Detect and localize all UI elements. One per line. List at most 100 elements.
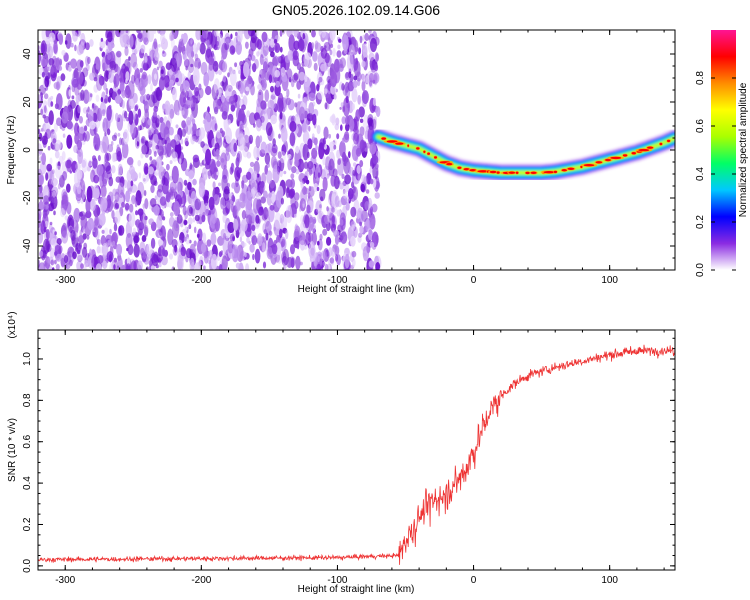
noise-blob [220,197,226,210]
noise-blob [136,30,142,34]
noise-blob [368,72,375,83]
noise-blob [305,179,310,185]
noise-blob [238,108,245,125]
noise-blob [239,123,244,132]
noise-blob [158,262,162,268]
noise-blob [260,100,267,110]
noise-blob [89,120,96,130]
noise-blob [220,197,226,206]
noise-blob [300,214,306,224]
noise-blob [283,170,287,175]
noise-blob [225,127,233,144]
noise-blob [259,135,263,143]
noise-blob [216,171,220,176]
noise-blob [153,150,157,157]
noise-blob [89,248,93,257]
noise-blob [43,105,47,114]
noise-blob [194,198,201,211]
noise-blob [123,129,129,145]
noise-blob [153,205,160,216]
noise-blob [276,97,283,113]
noise-blob [331,248,336,258]
noise-blob [369,37,378,53]
noise-blob [53,41,58,54]
noise-blob [311,30,316,38]
noise-blob [245,263,250,270]
noise-blob [341,173,345,179]
spectrogram-y-tick-label: 40 [22,48,33,60]
noise-blob [47,45,54,59]
noise-blob [297,93,301,99]
noise-blob [106,128,111,136]
noise-blob [184,58,190,68]
noise-blob [172,87,177,101]
noise-blob [103,227,109,236]
noise-blob [367,117,374,126]
noise-blob [121,141,129,159]
noise-blob [113,223,118,232]
noise-blob [236,65,241,71]
noise-blob [317,91,324,100]
noise-blob [302,143,309,161]
noise-blob [60,207,66,218]
noise-blob [326,206,329,212]
ridge-peak [416,147,420,150]
noise-blob [335,117,340,126]
noise-blob [303,214,310,226]
noise-blob [273,38,278,44]
noise-blob [192,67,200,86]
noise-blob [170,186,175,197]
noise-blob [207,56,215,66]
noise-blob [67,66,72,72]
noise-blob [216,89,219,97]
noise-blob [271,144,278,154]
noise-blob [345,202,350,211]
snr-x-tick-label: -300 [55,575,75,586]
noise-blob [72,251,77,260]
noise-blob [369,178,374,185]
noise-blob [217,235,225,246]
noise-blob [260,180,265,189]
noise-blob [218,264,223,270]
noise-blob [53,197,58,204]
noise-blob [63,255,69,263]
noise-blob [75,94,81,103]
noise-blob [54,139,62,151]
noise-blob [55,263,60,270]
noise-blob [200,243,207,253]
noise-blob [330,85,337,95]
snr-y-tick-label: 0.2 [22,517,33,531]
noise-blob [65,159,72,169]
noise-blob [48,197,52,202]
noise-blob [218,88,222,98]
noise-blob [222,264,227,270]
noise-blob [345,72,349,79]
noise-blob [353,162,357,167]
noise-blob [177,177,184,191]
spectrogram-x-tick-label: -300 [55,275,75,286]
noise-blob [308,186,312,192]
noise-blob [103,82,107,91]
noise-blob [239,236,243,243]
noise-blob [164,139,167,145]
noise-blob [342,189,347,199]
ridge-peak [395,142,404,145]
spectrogram-x-label: Height of straight line (km) [298,284,415,295]
noise-blob [346,161,351,171]
noise-blob [317,255,320,263]
noise-blob [148,129,152,138]
noise-blob [95,229,100,241]
noise-blob [270,190,276,203]
noise-blob [141,136,146,144]
noise-blob [261,31,268,43]
noise-blob [190,37,193,45]
noise-blob [93,84,99,93]
noise-blob [263,207,267,216]
noise-blob [169,108,175,119]
ridge-peak [543,171,555,174]
noise-blob [285,179,293,188]
noise-blob [249,243,255,253]
noise-blob [130,235,134,243]
noise-blob [296,62,301,71]
noise-blob [124,202,130,211]
